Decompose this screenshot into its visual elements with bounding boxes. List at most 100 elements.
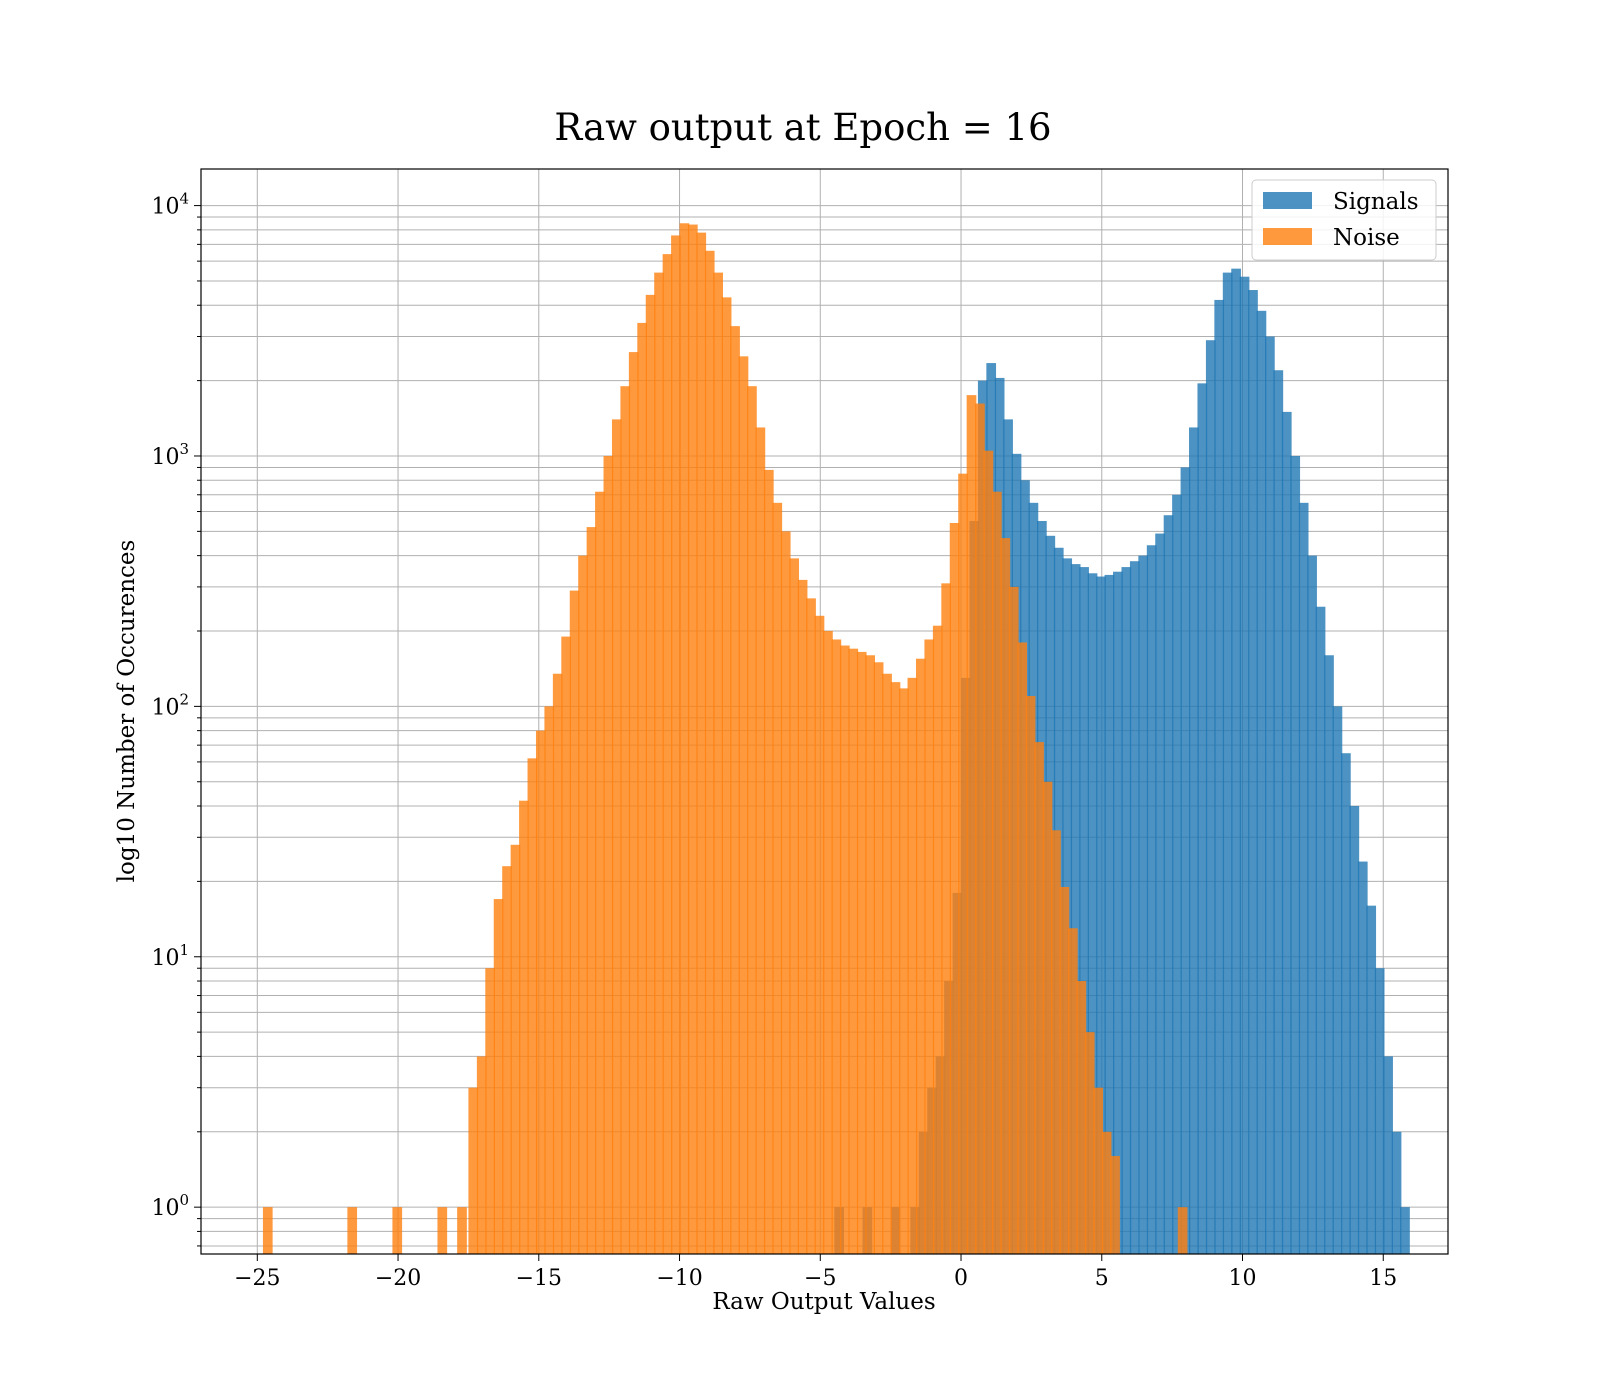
bar-noise [457,1207,467,1254]
bar-noise [721,297,732,1254]
bar-noise [262,1207,273,1254]
bar-noise [772,502,783,1255]
bar-noise [1051,830,1061,1254]
bar-signals [1096,576,1106,1254]
bar-signals [1146,545,1157,1254]
bar-noise [687,224,698,1254]
legend-label-noise: Noise [1333,225,1400,251]
bar-signals [1138,555,1149,1254]
bar-noise [468,1087,479,1254]
bar-noise [915,658,926,1254]
bar-signals [1180,467,1191,1254]
x-axis-ticks: −25 −20 −15 −10 −5 0 5 10 15 [234,1254,1397,1291]
bar-noise [1008,586,1019,1254]
bar-noise [763,469,774,1255]
bar-noise [654,272,664,1254]
bar-noise [1059,886,1070,1254]
bar-signals [1197,383,1208,1254]
bar-signals [1129,561,1140,1254]
bar-signals [1273,370,1284,1254]
bar-noise [485,968,495,1254]
bar-noise [637,322,647,1254]
bar-noise [645,294,656,1255]
bar-signals [1172,494,1182,1254]
bar-noise [502,866,512,1254]
bar-noise [561,636,571,1254]
legend-swatch-noise [1263,228,1312,245]
bar-noise [1076,981,1087,1254]
y-tick-label: 100 [151,1191,189,1221]
bar-noise [924,639,935,1254]
bar-noise [578,555,588,1254]
bar-noise [839,645,850,1254]
bar-signals [1248,290,1258,1255]
bar-noise [671,235,681,1254]
bar-signals [1214,299,1225,1254]
x-axis-label: Raw Output Values [712,1289,935,1315]
bar-noise [1101,1131,1112,1254]
bar-signals [1290,455,1301,1254]
y-tick-label: 101 [151,941,189,971]
bar-signals [1256,310,1267,1254]
x-tick-label: −10 [656,1266,702,1291]
y-axis-label: log10 Number of Occurences [114,540,140,883]
y-tick-label: 104 [151,190,189,220]
bar-noise [1084,1032,1095,1254]
series-noise-bars [262,223,1188,1255]
bar-noise [907,677,918,1254]
bar-noise [713,272,724,1254]
bar-noise [975,403,985,1254]
bar-noise [603,455,614,1254]
bar-signals [1113,571,1123,1254]
x-tick-label: −15 [516,1266,562,1291]
bar-signals [1281,411,1292,1255]
y-axis-ticks: 100 101 102 103 104 [151,190,201,1247]
bar-noise [789,558,800,1254]
bar-noise [347,1207,358,1254]
bar-noise [519,800,529,1254]
bar-noise [890,682,901,1254]
plot-frame [200,168,1449,1255]
bar-noise [535,730,546,1254]
bar-noise [1000,538,1011,1254]
bar-noise [476,1056,487,1254]
bar-noise [620,386,631,1254]
bar-signals [1315,606,1326,1254]
bar-noise [586,527,597,1254]
bar-noise [552,673,563,1254]
x-tick-label: −20 [375,1266,421,1291]
bar-noise [1093,1087,1104,1254]
bar-noise [932,625,943,1254]
bar-signals [1265,336,1275,1255]
bar-signals [1400,1207,1410,1254]
bar-signals [1079,567,1089,1254]
y-tick-label: 103 [151,440,189,470]
legend-swatch-signals [1263,192,1312,209]
bar-signals [1307,555,1317,1254]
bar-noise [1034,742,1044,1254]
bar-signals [1222,272,1233,1254]
bar-noise [493,899,504,1254]
bar-signals [1349,806,1360,1254]
chart-title: Raw output at Epoch = 16 [554,106,1051,149]
bar-noise [780,531,791,1254]
bar-noise [730,326,740,1254]
bar-noise [392,1207,403,1254]
bar-noise [966,395,977,1254]
bar-noise [823,630,833,1254]
bar-noise [437,1207,448,1254]
bar-noise [679,223,690,1255]
bar-noise [755,427,766,1254]
bar-noise [747,386,757,1254]
bar-noise [527,758,538,1254]
bar-signals [1231,268,1241,1255]
bar-noise [806,598,816,1254]
bar-signals [1383,1056,1393,1254]
bar-signals [1070,564,1081,1254]
bar-noise [958,473,968,1255]
bar-noise [899,688,909,1254]
legend: Signals Noise [1251,179,1437,261]
bar-signals [1357,861,1368,1254]
y-tick-label: 102 [151,690,189,720]
bar-signals [1189,427,1199,1254]
